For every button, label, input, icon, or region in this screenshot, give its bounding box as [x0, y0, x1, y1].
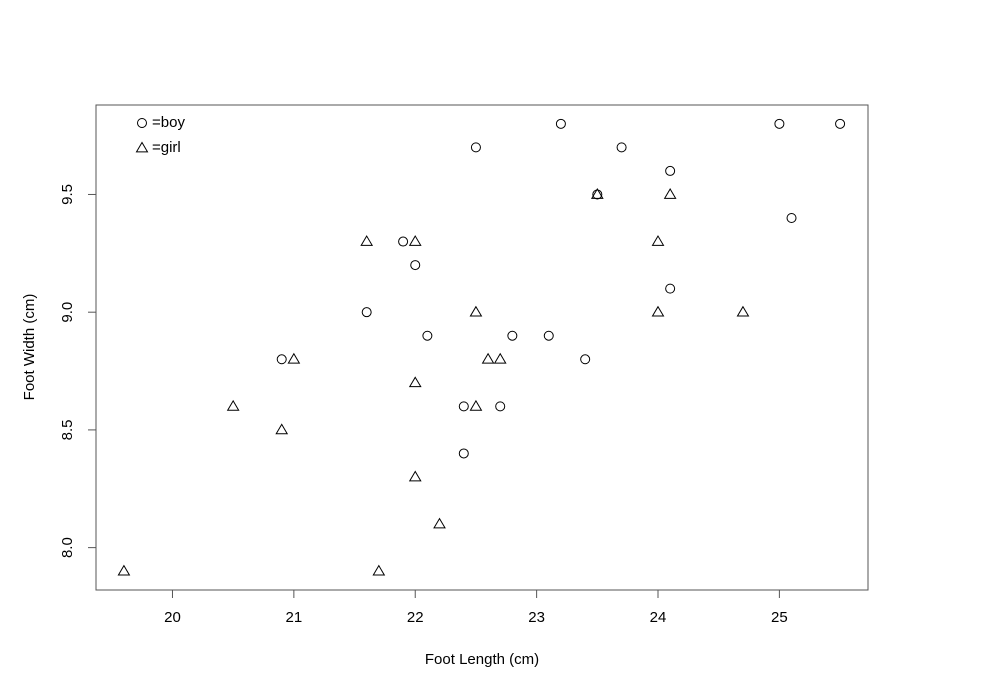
- circle-point: [616, 142, 627, 153]
- triangle-point: [651, 305, 665, 317]
- triangle-point: [469, 305, 483, 317]
- triangle-point: [117, 564, 131, 576]
- circle-point: [507, 330, 518, 341]
- circle-point: [470, 142, 481, 153]
- circle-point: [592, 189, 603, 200]
- circle-point: [458, 448, 469, 459]
- triangle-point: [736, 305, 750, 317]
- triangle-point: [408, 376, 422, 388]
- circle-point: [580, 354, 591, 365]
- y-tick-label: 8.5: [59, 419, 76, 440]
- triangle-point: [481, 352, 495, 364]
- y-axis-label: Foot Width (cm): [21, 294, 38, 401]
- circle-point: [276, 354, 287, 365]
- circle-point: [665, 165, 676, 176]
- circle-point: [543, 330, 554, 341]
- triangle-point: [275, 423, 289, 435]
- circle-point: [495, 401, 506, 412]
- circle-point: [555, 118, 566, 129]
- x-tick-label: 21: [286, 609, 303, 626]
- x-tick-label: 24: [650, 609, 667, 626]
- legend-label: =boy: [152, 114, 185, 131]
- triangle-point: [651, 235, 665, 246]
- triangle-point: [663, 187, 677, 199]
- triangle-point: [408, 470, 422, 482]
- legend-label: =girl: [152, 139, 181, 156]
- x-tick-label: 22: [407, 609, 424, 626]
- y-tick-label: 9.0: [59, 302, 76, 323]
- x-tick-label: 20: [164, 609, 181, 626]
- y-tick-label: 8.0: [59, 537, 76, 558]
- triangle-point: [287, 352, 301, 364]
- triangle-point: [360, 235, 374, 246]
- triangle-point: [469, 399, 483, 411]
- triangle-point: [226, 399, 240, 411]
- legend-symbol: [135, 141, 149, 153]
- y-tick-label: 9.5: [59, 184, 76, 205]
- circle-point: [458, 401, 469, 412]
- circle-point: [410, 260, 421, 271]
- circle-point: [835, 118, 846, 129]
- circle-point: [398, 236, 409, 247]
- circle-point: [422, 330, 433, 341]
- circle-point: [786, 213, 797, 224]
- triangle-point: [590, 187, 604, 199]
- legend-symbol: [137, 118, 147, 128]
- triangle-point: [408, 235, 422, 246]
- plot-frame: [95, 104, 869, 591]
- circle-point: [774, 118, 785, 129]
- circle-point: [361, 307, 372, 318]
- x-tick-label: 23: [528, 609, 545, 626]
- x-axis-label: Foot Length (cm): [425, 651, 539, 668]
- triangle-point: [493, 352, 507, 364]
- circle-point: [665, 283, 676, 294]
- triangle-point: [372, 564, 386, 576]
- triangle-point: [433, 517, 446, 529]
- x-tick-label: 25: [771, 609, 788, 626]
